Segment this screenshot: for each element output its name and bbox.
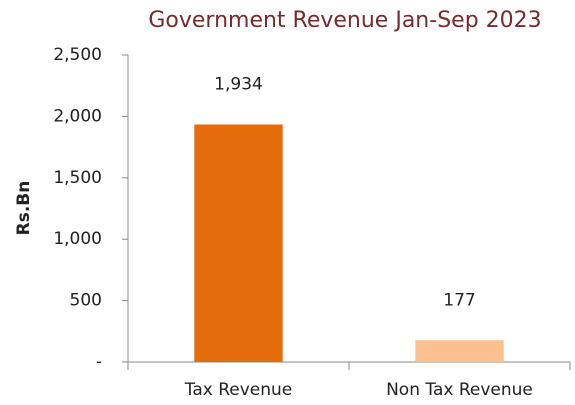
value-label: 177 bbox=[443, 290, 475, 310]
y-tick-label: 1,000 bbox=[53, 229, 102, 249]
bar bbox=[415, 340, 504, 362]
y-tick-label: 2,000 bbox=[53, 106, 102, 126]
bar bbox=[194, 124, 283, 363]
x-tick-label: Tax Revenue bbox=[184, 380, 293, 400]
x-tick-label: Non Tax Revenue bbox=[386, 380, 533, 400]
y-tick-label: - bbox=[96, 352, 102, 372]
y-axis-label: Rs.Bn bbox=[14, 181, 34, 236]
chart-title: Government Revenue Jan-Sep 2023 bbox=[148, 8, 541, 33]
value-label: 1,934 bbox=[214, 75, 263, 95]
y-tick-label: 500 bbox=[70, 291, 102, 311]
y-tick-label: 1,500 bbox=[53, 168, 102, 188]
y-tick-label: 2,500 bbox=[53, 45, 102, 65]
